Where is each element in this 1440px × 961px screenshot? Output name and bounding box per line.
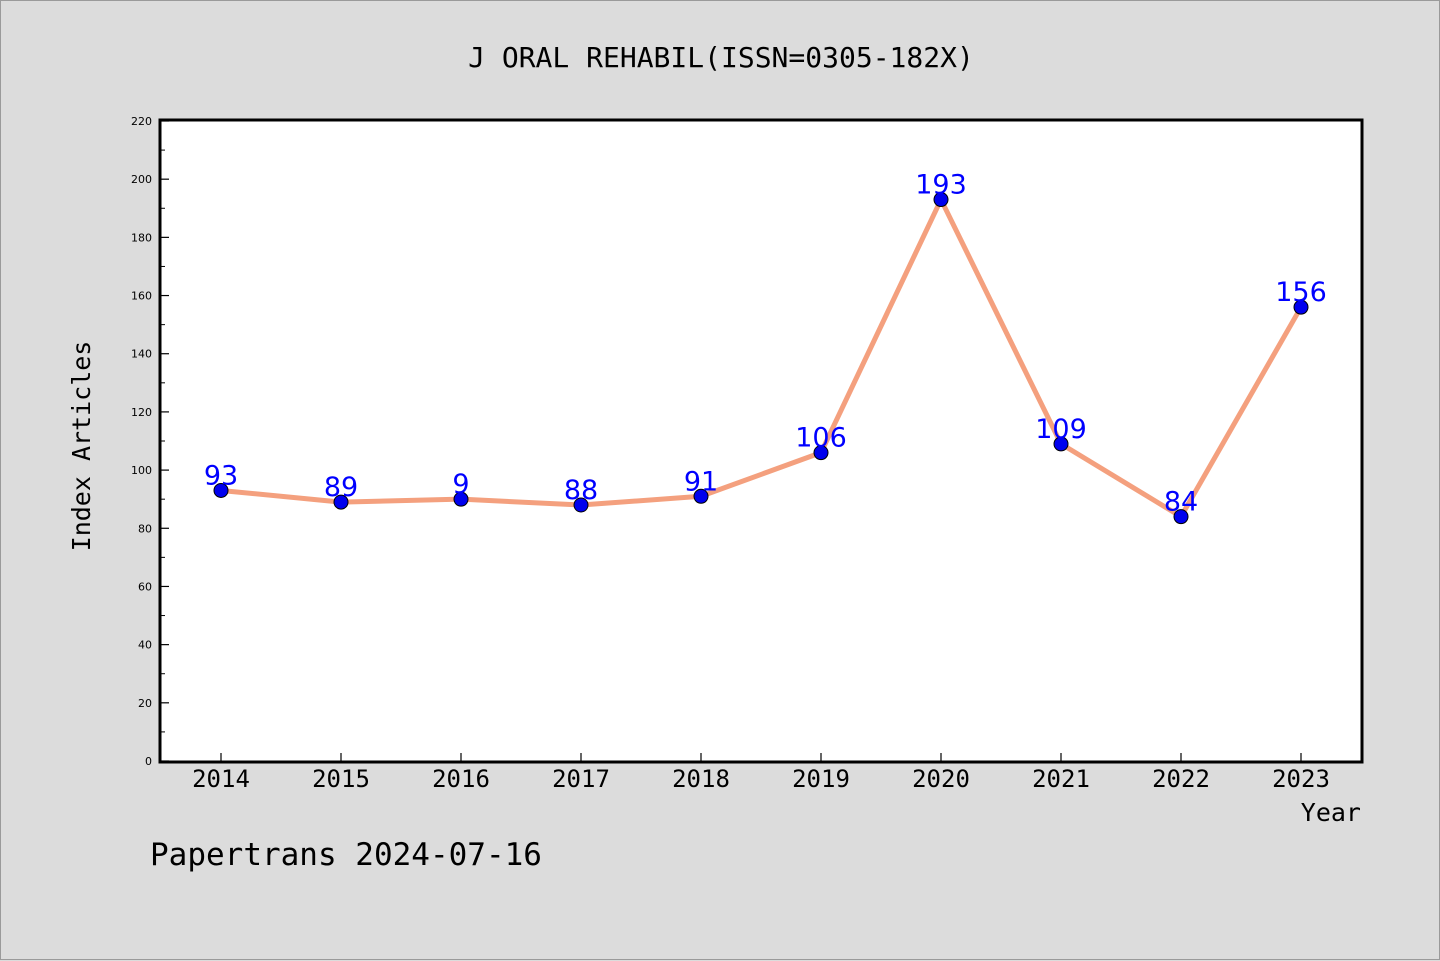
x-tick-label: 2023 (1272, 765, 1330, 793)
x-axis: 2014 2015 2016 2017 2018 2019 2020 2021 2022 2023 (192, 753, 1330, 793)
x-tick-label: 2018 (672, 765, 730, 793)
data-point (1173, 509, 1189, 525)
data-label: 84 (1164, 487, 1198, 518)
data-label: 9 (452, 469, 469, 500)
y-tick-label: 140 (131, 348, 152, 361)
series-0 (213, 192, 1309, 525)
y-tick-label: 120 (131, 406, 152, 419)
y-tick-label: 180 (131, 231, 152, 244)
series-line (218, 197, 1304, 520)
data-point (693, 488, 709, 504)
data-point (333, 494, 349, 510)
y-tick-label: 20 (138, 697, 152, 710)
data-label: 193 (915, 170, 967, 201)
data-label: 156 (1275, 277, 1327, 308)
x-tick-label: 2016 (432, 765, 490, 793)
data-label: 88 (564, 475, 598, 506)
y-axis: 0 20 40 60 80 100 120 140 160 180 200 220 (131, 115, 169, 768)
y-tick-label: 220 (131, 115, 152, 128)
x-tick-label: 2015 (312, 765, 370, 793)
plot-area (158, 118, 1364, 764)
data-label: 93 (204, 460, 238, 491)
x-tick-label: 2020 (912, 765, 970, 793)
data-point (573, 497, 589, 513)
data-point (453, 491, 469, 507)
data-point (933, 192, 949, 208)
data-point (813, 445, 829, 461)
chart-title: J ORAL REHABIL(ISSN=0305-182X) (468, 41, 974, 74)
y-tick-label: 80 (138, 522, 152, 535)
data-label: 106 (795, 423, 847, 454)
data-label: 91 (684, 466, 718, 497)
data-label: 89 (324, 472, 358, 503)
data-point (1053, 436, 1069, 452)
x-tick-label: 2014 (192, 765, 250, 793)
data-label: 109 (1035, 414, 1087, 445)
y-tick-label: 100 (131, 464, 152, 477)
x-axis-label: Year (1301, 798, 1361, 827)
footer-credit: Papertrans 2024-07-16 (150, 837, 542, 873)
x-tick-label: 2022 (1152, 765, 1210, 793)
x-tick-label: 2021 (1032, 765, 1090, 793)
x-tick-label: 2019 (792, 765, 850, 793)
data-point (213, 482, 229, 498)
y-axis-label: Index Articles (67, 341, 96, 552)
y-tick-label: 200 (131, 173, 152, 186)
data-labels: 93 89 9 88 91 106 193 109 84 156 (204, 170, 1327, 518)
data-point (1293, 299, 1309, 315)
y-tick-label: 160 (131, 290, 152, 303)
y-tick-label: 60 (138, 580, 152, 593)
y-tick-label: 0 (145, 755, 152, 768)
x-tick-label: 2017 (552, 765, 610, 793)
y-tick-label: 40 (138, 639, 152, 652)
